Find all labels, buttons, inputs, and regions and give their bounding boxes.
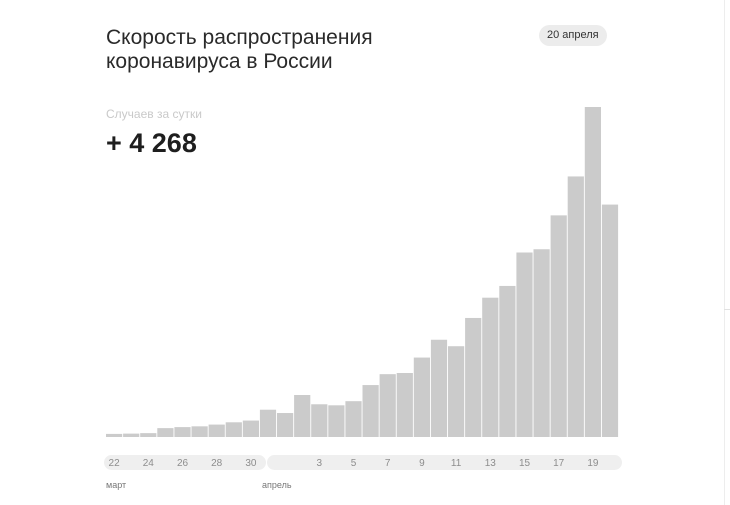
x-tick-label: 13 xyxy=(485,458,497,469)
x-tick-label: 11 xyxy=(451,458,462,469)
bar-10 xyxy=(430,339,448,437)
bar-1 xyxy=(277,413,294,437)
bar-5 xyxy=(345,401,362,437)
x-tick-label: 7 xyxy=(385,458,391,469)
x-tick-label: 19 xyxy=(587,458,599,469)
month-label: март xyxy=(106,480,126,490)
bar-13 xyxy=(482,297,499,437)
x-tick-label: 24 xyxy=(143,458,155,469)
bar-14 xyxy=(499,285,516,437)
bar-7 xyxy=(379,374,396,437)
x-tick-label: 30 xyxy=(245,458,257,469)
x-tick-label: 9 xyxy=(419,458,425,469)
bar-25 xyxy=(157,428,174,437)
bar-2 xyxy=(294,395,311,437)
bar-29 xyxy=(225,422,242,437)
bar-19 xyxy=(584,107,601,437)
bar-26 xyxy=(174,427,191,437)
bar-8 xyxy=(396,373,413,437)
bar-17 xyxy=(550,215,567,437)
chart-title-line2: коронавируса в России xyxy=(106,50,333,73)
bar-16 xyxy=(533,249,550,437)
bar-9 xyxy=(413,357,430,437)
bar-15 xyxy=(516,252,533,437)
bar-28 xyxy=(208,424,225,437)
daily-cases-value: + 4 268 xyxy=(106,128,197,158)
panel-divider-tick xyxy=(724,309,730,310)
bar-12 xyxy=(465,317,482,437)
bar-20 xyxy=(601,204,619,437)
bar-24 xyxy=(140,433,157,437)
daily-cases-label: Случаев за сутки xyxy=(106,107,202,121)
bar-23 xyxy=(123,433,140,437)
x-tick-label: 15 xyxy=(519,458,531,469)
chart-title-line1: Скорость распространения xyxy=(106,26,373,49)
panel-divider xyxy=(724,0,725,505)
bar-series xyxy=(106,107,619,437)
x-tick-label: 17 xyxy=(553,458,565,469)
x-axis: 22 24 26 28 30 3 5 7 9 11 13 15 17 19 март апрель xyxy=(104,455,622,490)
date-badge: 20 апреля xyxy=(539,25,607,46)
bar-22 xyxy=(106,433,123,437)
bar-27 xyxy=(191,426,208,437)
month-label: апрель xyxy=(262,480,292,490)
bar-31 xyxy=(259,409,277,437)
bar-30 xyxy=(242,420,259,437)
bar-11 xyxy=(448,346,465,437)
chart-title: Скорость распространения коронавируса в … xyxy=(106,26,486,74)
axis-segment-april xyxy=(267,455,622,470)
axis-segment-march xyxy=(104,455,266,470)
bar-4 xyxy=(328,405,345,437)
x-tick-label: 26 xyxy=(177,458,189,469)
x-tick-label: 22 xyxy=(109,458,121,469)
x-tick-label: 5 xyxy=(351,458,357,469)
bar-18 xyxy=(567,176,584,437)
bar-3 xyxy=(311,404,328,437)
x-tick-label: 28 xyxy=(211,458,223,469)
bar-6 xyxy=(362,385,379,437)
x-tick-label: 3 xyxy=(317,458,323,469)
